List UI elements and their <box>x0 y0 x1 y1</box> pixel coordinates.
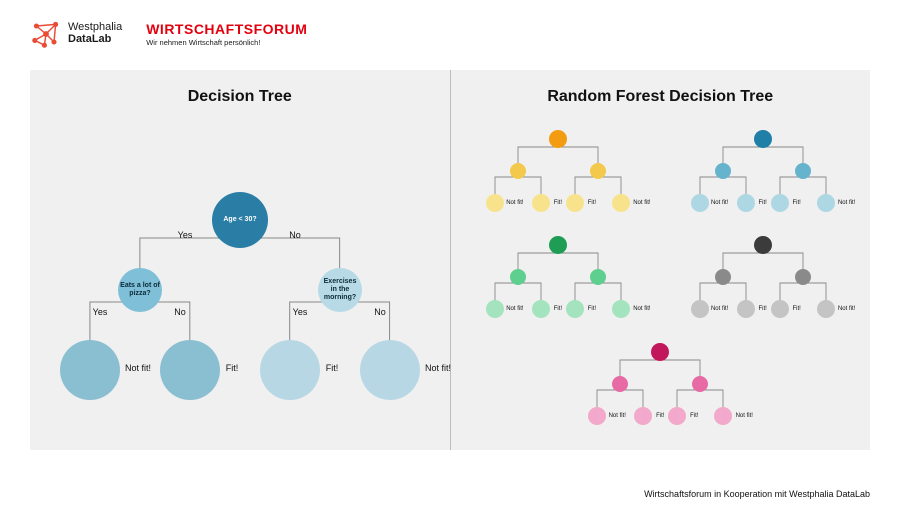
mini-node <box>737 194 755 212</box>
mini-tree: Not fit! Fit! Fit! Not fit! <box>668 231 858 327</box>
mini-leaf-label: Not fit! <box>838 200 855 206</box>
mini-leaf-label: Fit! <box>792 306 800 312</box>
tree-node: Eats a lot of pizza? <box>118 268 162 312</box>
decision-tree-title: Decision Tree <box>30 70 450 106</box>
mini-node <box>795 269 811 285</box>
mini-tree: Not fit! Fit! Fit! Not fit! <box>668 125 858 221</box>
mini-tree: Not fit! Fit! Fit! Not fit! <box>565 338 755 434</box>
mini-node <box>737 300 755 318</box>
mini-leaf-label: Not fit! <box>506 200 523 206</box>
header: Westphalia DataLab WIRTSCHAFTSFORUM Wir … <box>0 0 900 58</box>
mini-node <box>691 300 709 318</box>
mini-node <box>486 300 504 318</box>
mini-node <box>612 300 630 318</box>
wf-title: WIRTSCHAFTSFORUM <box>146 21 307 37</box>
mini-node <box>532 194 550 212</box>
tree-node <box>260 340 320 400</box>
edge-label: Yes <box>178 230 193 240</box>
mini-leaf-label: Fit! <box>758 200 766 206</box>
network-icon <box>30 18 62 50</box>
edge-label: Fit! <box>226 363 239 373</box>
wf-sub: Wir nehmen Wirtschaft persönlich! <box>146 38 307 47</box>
mini-leaf-label: Fit! <box>588 306 596 312</box>
mini-tree: Not fit! Fit! Fit! Not fit! <box>463 125 653 221</box>
mini-node <box>566 300 584 318</box>
edge-label: Yes <box>93 307 108 317</box>
mini-node <box>566 194 584 212</box>
footer-text: Wirtschaftsforum in Kooperation mit West… <box>644 489 870 499</box>
mini-leaf-label: Not fit! <box>609 413 626 419</box>
mini-tree: Not fit! Fit! Fit! Not fit! <box>463 231 653 327</box>
mini-leaf-label: Not fit! <box>711 306 728 312</box>
mini-leaf-label: Not fit! <box>633 306 650 312</box>
mini-leaf-label: Fit! <box>554 306 562 312</box>
mini-node <box>668 407 686 425</box>
wirtschaftsforum-logo: WIRTSCHAFTSFORUM Wir nehmen Wirtschaft p… <box>146 21 307 47</box>
random-forest-title: Random Forest Decision Tree <box>451 70 871 106</box>
mini-node <box>691 194 709 212</box>
mini-leaf-label: Not fit! <box>633 200 650 206</box>
mini-node <box>549 236 567 254</box>
mini-node <box>754 236 772 254</box>
wdl-logo-text: Westphalia DataLab <box>68 22 122 45</box>
mini-node <box>588 407 606 425</box>
edge-label: Fit! <box>326 363 339 373</box>
mini-leaf-label: Not fit! <box>506 306 523 312</box>
decision-tree-panel: Decision Tree Age < 30? Eats a lot of piz… <box>30 70 451 450</box>
edge-label: Not fit! <box>125 363 151 373</box>
mini-node <box>715 163 731 179</box>
mini-leaf-label: Fit! <box>758 306 766 312</box>
wdl-line2: DataLab <box>68 34 122 46</box>
mini-node <box>612 376 628 392</box>
random-forest-grid: Not fit! Fit! Fit! Not fit! Not fit! Fit! Fit!… <box>461 125 861 440</box>
mini-node <box>692 376 708 392</box>
tree-node <box>60 340 120 400</box>
westphalia-datalab-logo: Westphalia DataLab <box>30 18 122 50</box>
tree-node <box>160 340 220 400</box>
mini-node <box>510 269 526 285</box>
mini-node <box>486 194 504 212</box>
mini-leaf-label: Not fit! <box>711 200 728 206</box>
mini-node <box>532 300 550 318</box>
mini-node <box>612 194 630 212</box>
mini-node <box>651 343 669 361</box>
diagram-panels: Decision Tree Age < 30? Eats a lot of piz… <box>30 70 870 450</box>
mini-leaf-label: Fit! <box>690 413 698 419</box>
edge-label: No <box>289 230 301 240</box>
mini-node <box>715 269 731 285</box>
edge-label: No <box>174 307 186 317</box>
mini-leaf-label: Fit! <box>792 200 800 206</box>
random-forest-panel: Random Forest Decision Tree Not fit! Fit!… <box>451 70 871 450</box>
mini-node <box>549 130 567 148</box>
edge-label: No <box>374 307 386 317</box>
mini-node <box>817 194 835 212</box>
mini-node <box>817 300 835 318</box>
mini-leaf-label: Not fit! <box>736 413 753 419</box>
mini-node <box>795 163 811 179</box>
mini-node <box>634 407 652 425</box>
mini-node <box>590 269 606 285</box>
mini-node <box>771 194 789 212</box>
decision-tree-diagram: Age < 30? Eats a lot of pizza? Exercises i… <box>30 160 450 420</box>
mini-node <box>754 130 772 148</box>
tree-node: Age < 30? <box>212 192 268 248</box>
mini-node <box>771 300 789 318</box>
mini-leaf-label: Fit! <box>656 413 664 419</box>
mini-node <box>510 163 526 179</box>
mini-node <box>590 163 606 179</box>
mini-leaf-label: Not fit! <box>838 306 855 312</box>
edge-label: Not fit! <box>425 363 451 373</box>
mini-leaf-label: Fit! <box>588 200 596 206</box>
mini-node <box>714 407 732 425</box>
mini-leaf-label: Fit! <box>554 200 562 206</box>
tree-node: Exercises in the morning? <box>318 268 362 312</box>
tree-node <box>360 340 420 400</box>
edge-label: Yes <box>293 307 308 317</box>
